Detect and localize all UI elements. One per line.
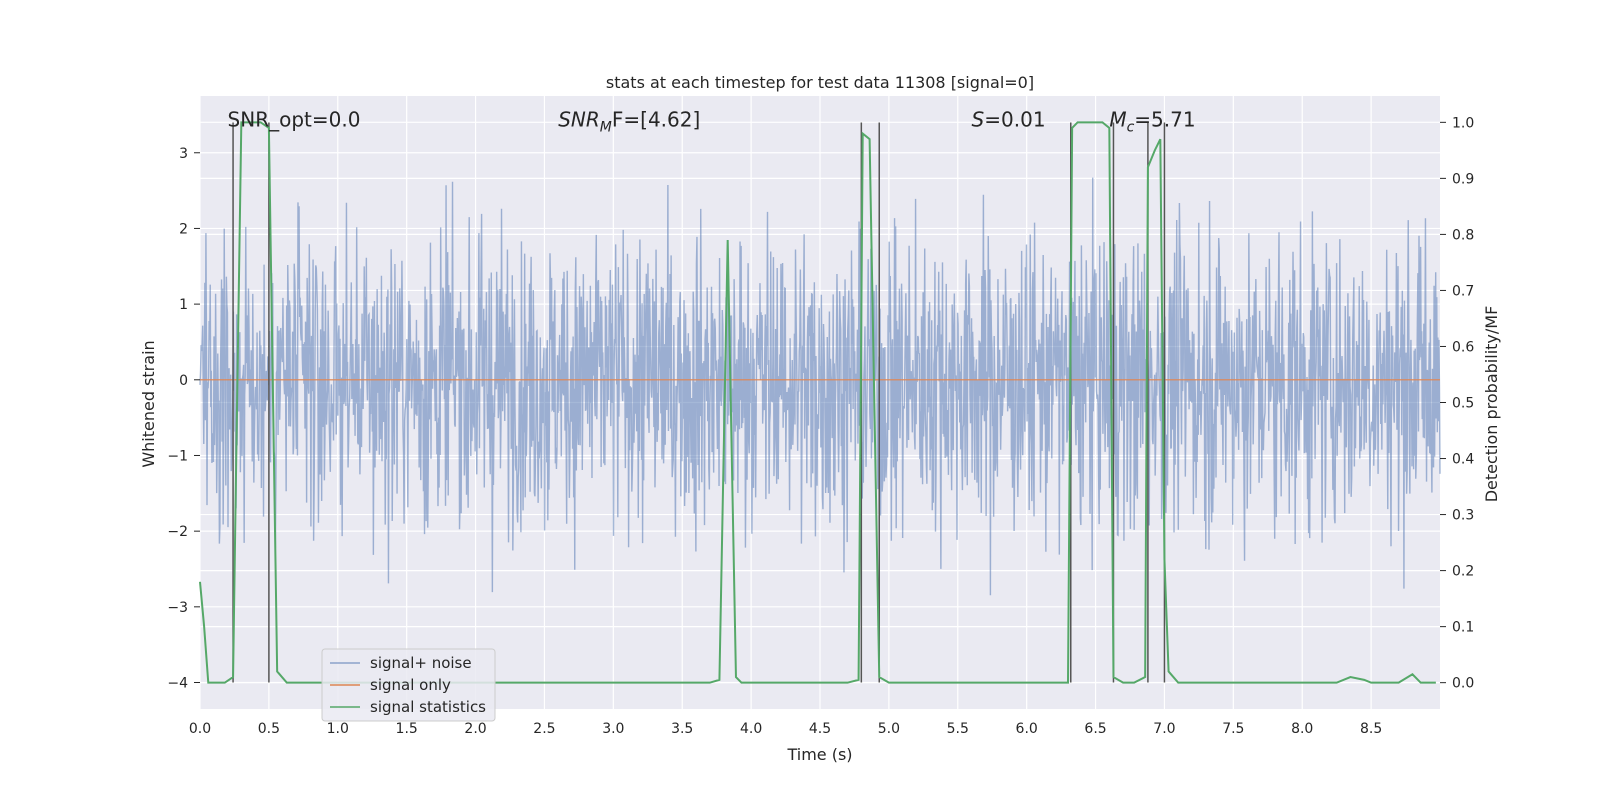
y2-tick-label: 0.0 <box>1452 676 1474 692</box>
y2-tick-label: 0.9 <box>1452 171 1474 187</box>
x-tick-label: 2.5 <box>533 721 555 737</box>
x-tick-label: 1.5 <box>396 721 418 737</box>
x-tick-label: 4.0 <box>740 721 762 737</box>
x-tick-label: 4.5 <box>809 721 831 737</box>
chart-title: stats at each timestep for test data 113… <box>606 73 1034 92</box>
x-tick-label: 6.0 <box>1016 721 1038 737</box>
x-axis-label: Time (s) <box>786 745 852 764</box>
legend-label-signal-only: signal only <box>370 676 451 694</box>
legend-label-signal-plus-noise: signal+ noise <box>370 654 472 672</box>
y-tick-label: 2 <box>179 221 188 237</box>
y2-tick-label: 1.0 <box>1452 115 1474 131</box>
annotation-1: SNRMF=[4.62] <box>558 107 700 135</box>
annotation-2: S=0.01 <box>972 107 1046 131</box>
x-tick-label: 8.0 <box>1291 721 1313 737</box>
y2-tick-label: 0.5 <box>1452 396 1474 412</box>
y2-tick-label: 0.4 <box>1452 452 1474 468</box>
y-axis-label: Whitened strain <box>139 340 158 467</box>
x-tick-label: 1.0 <box>327 721 349 737</box>
y-tick-label: −2 <box>167 524 188 540</box>
y2-tick-label: 0.3 <box>1452 508 1474 524</box>
legend-box <box>321 648 496 722</box>
y2-tick-label: 0.6 <box>1452 339 1474 355</box>
x-tick-label: 0.0 <box>189 721 211 737</box>
legend: signal+ noise signal only signal statist… <box>321 648 496 722</box>
x-tick-label: 7.0 <box>1153 721 1175 737</box>
x-tick-label: 5.0 <box>878 721 900 737</box>
signal-statistics-line <box>199 121 1436 684</box>
annotation-3: Mc=5.71 <box>1109 107 1195 135</box>
series-signal-statistics <box>199 121 1436 684</box>
x-tick-label: 7.5 <box>1222 721 1244 737</box>
y-tick-label: 1 <box>179 297 188 313</box>
x-tick-label: 0.5 <box>258 721 280 737</box>
y2-tick-label: 0.7 <box>1452 283 1474 299</box>
y2-tick-label: 0.1 <box>1452 620 1474 636</box>
x-tick-label: 2.0 <box>464 721 486 737</box>
y2-axis-ticks: 0.0 0.1 0.2 0.3 0.4 0.5 0.6 0.7 0.8 0.9 1.0 <box>1440 115 1474 692</box>
y-tick-label: −1 <box>167 448 188 464</box>
annotations: SNR_opt=0.0 SNRMF=[4.62] S=0.01 Mc=5.71 <box>228 107 1196 135</box>
y-axis-ticks: −4 −3 −2 −1 0 1 2 3 <box>167 146 200 692</box>
annotation-0: SNR_opt=0.0 <box>228 107 361 131</box>
legend-label-signal-statistics: signal statistics <box>370 698 486 716</box>
y2-tick-label: 0.8 <box>1452 227 1474 243</box>
y2-tick-label: 0.2 <box>1452 564 1474 580</box>
y-tick-label: −3 <box>167 600 188 616</box>
x-tick-label: 3.0 <box>602 721 624 737</box>
y-tick-label: −4 <box>167 676 188 692</box>
x-tick-label: 6.5 <box>1084 721 1106 737</box>
y-tick-label: 0 <box>179 373 188 389</box>
x-tick-label: 8.5 <box>1360 721 1382 737</box>
y-tick-label: 3 <box>179 146 188 162</box>
x-tick-label: 5.5 <box>947 721 969 737</box>
y2-axis-label: Detection probability/MF <box>1482 306 1501 503</box>
x-tick-label: 3.5 <box>671 721 693 737</box>
x-axis-ticks: 0.0 0.5 1.0 1.5 2.0 2.5 3.0 3.5 4.0 4.5 5.0 5.5 6.0 6… <box>189 721 1382 737</box>
